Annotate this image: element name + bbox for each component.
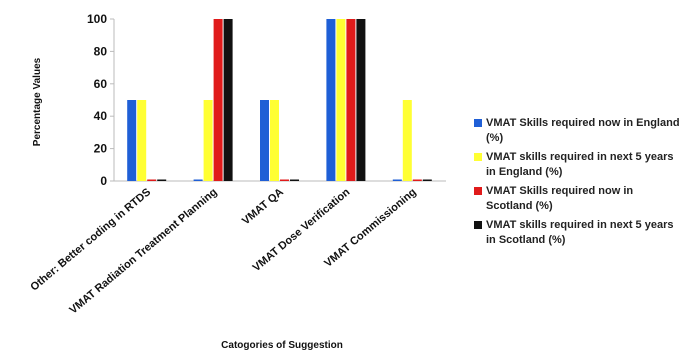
legend-swatch [474, 221, 482, 229]
legend-label: VMAT skills required in next 5 years in … [486, 151, 674, 178]
legend-swatch [474, 187, 482, 195]
bar [270, 100, 279, 181]
legend-item: VMAT skills required in next 5 years in … [474, 218, 680, 248]
bar [356, 19, 366, 181]
bar [336, 19, 346, 181]
legend-label: VMAT skills required in next 5 years in … [486, 219, 674, 246]
x-tick-label: VMAT QA [240, 186, 286, 227]
legend-item: VMAT Skills required now in Scotland (%) [474, 184, 680, 214]
bar [280, 179, 289, 181]
legend-swatch [474, 153, 482, 161]
y-tick-label: 40 [94, 109, 108, 123]
legend-label: VMAT Skills required now in Scotland (%) [486, 185, 634, 212]
y-axis-title: Percentage Values [32, 57, 43, 146]
legend: VMAT Skills required now in England (%) V… [474, 116, 680, 252]
bar [412, 179, 422, 181]
bar [260, 100, 269, 181]
legend-item: VMAT Skills required now in England (%) [474, 116, 680, 146]
bar [223, 19, 233, 181]
bar [127, 100, 137, 181]
bar [422, 179, 432, 181]
legend-swatch [474, 119, 482, 127]
bar [402, 100, 412, 181]
legend-item: VMAT skills required in next 5 years in … [474, 150, 680, 180]
bar [326, 19, 336, 181]
bar [392, 179, 402, 181]
x-axis-title: Catogories of Suggestion [221, 340, 343, 351]
bar [137, 100, 147, 181]
y-tick-label: 0 [100, 174, 107, 188]
bar [346, 19, 356, 181]
bar [157, 179, 167, 181]
y-tick-label: 20 [94, 142, 108, 156]
bar [203, 100, 213, 181]
bar [213, 19, 223, 181]
bar [147, 179, 157, 181]
x-tick-label: Other: Better coding in RTDS [28, 186, 153, 293]
bar [290, 179, 299, 181]
bar [193, 179, 203, 181]
y-tick-label: 100 [87, 12, 107, 26]
legend-label: VMAT Skills required now in England (%) [486, 117, 680, 144]
x-tick-label: VMAT Radiation Treatment Planning [67, 186, 219, 316]
y-tick-label: 60 [94, 77, 108, 91]
y-tick-label: 80 [94, 44, 108, 58]
plot-area: 0 20 40 60 80 100 Other: Better coding in RTDS… [28, 12, 446, 317]
